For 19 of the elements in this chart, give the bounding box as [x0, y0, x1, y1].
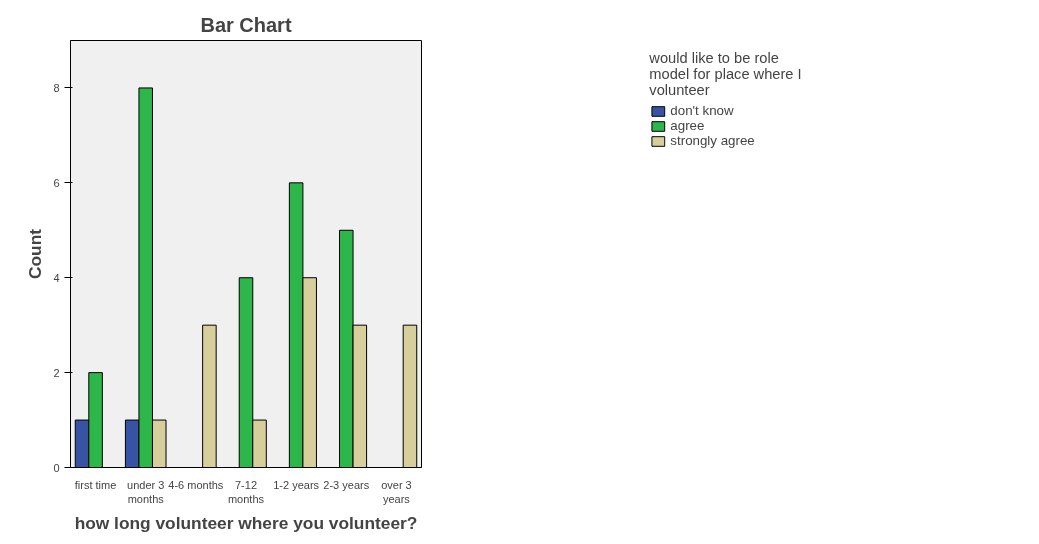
chart-title: Bar Chart	[200, 13, 292, 36]
y-axis-title: Count	[25, 228, 46, 280]
legend-label: strongly agree	[670, 133, 755, 148]
y-tick-label: 8	[53, 81, 60, 94]
x-tick-label: under 3 months	[127, 478, 165, 505]
legend-label: don't know	[670, 103, 734, 118]
x-tick-label: 2-3 years	[323, 478, 370, 491]
x-axis-title: how long volunteer where you volunteer?	[74, 512, 418, 533]
x-tick-label: 4-6 months	[168, 478, 224, 491]
x-tick-label: 7-12 months	[227, 478, 265, 505]
legend-title: would like to be role model for place where I volunteer	[649, 50, 802, 98]
x-tick-label: 1-2 years	[273, 478, 320, 491]
y-tick-label: 6	[53, 176, 60, 189]
legend-label: agree	[670, 118, 705, 133]
y-tick-label: 2	[53, 366, 60, 379]
x-tick-label: first time	[74, 478, 117, 491]
y-tick-label: 0	[53, 461, 60, 474]
y-tick-label: 4	[53, 271, 60, 284]
x-tick-label: over 3 years	[381, 478, 412, 505]
